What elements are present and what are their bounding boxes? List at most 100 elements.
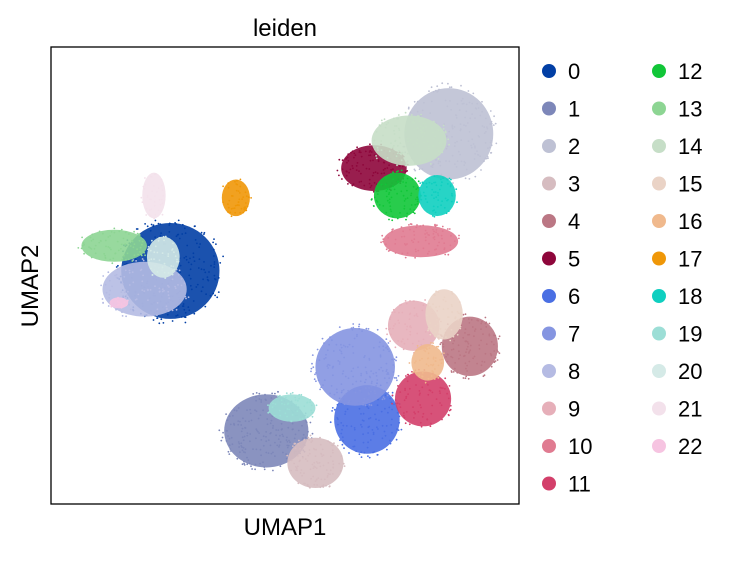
legend-item-22: 22 (652, 434, 702, 459)
cluster-4-point (482, 333, 484, 335)
cluster-1-point (279, 434, 281, 437)
cluster-8-point (161, 288, 164, 291)
cluster-12-point (393, 188, 396, 191)
cluster-0-point (156, 317, 159, 319)
cluster-12-point (388, 201, 391, 204)
cluster-18-point (446, 199, 448, 202)
cluster-1-point (272, 427, 274, 429)
cluster-16-point (421, 346, 423, 349)
cluster-10-point (432, 228, 434, 231)
cluster-2-point (448, 160, 451, 163)
cluster-14-point (422, 135, 424, 138)
cluster-21-point (153, 204, 156, 207)
cluster-14-point (404, 111, 407, 114)
cluster-12-point (415, 198, 417, 201)
cluster-19-point (285, 392, 288, 395)
cluster-11-point (447, 397, 450, 400)
cluster-10-point (424, 229, 427, 232)
cluster-6-point (362, 412, 365, 415)
cluster-4-point (464, 362, 467, 365)
cluster-15-point (452, 335, 455, 338)
cluster-6-point (343, 447, 345, 449)
cluster-1-point (230, 436, 233, 439)
cluster-5-point (345, 174, 348, 177)
cluster-9-point (415, 313, 418, 315)
cluster-12-point (396, 192, 398, 195)
cluster-10-point (458, 234, 460, 237)
cluster-2-point (465, 125, 467, 127)
cluster-0-point (177, 305, 180, 308)
cluster-7-point (341, 389, 343, 392)
cluster-7-point (385, 370, 388, 373)
cluster-16-point (433, 378, 436, 380)
cluster-11-point (403, 412, 405, 414)
cluster-7-point (350, 370, 353, 372)
cluster-2-point (431, 166, 434, 169)
cluster-4-point (450, 355, 452, 358)
cluster-1-point (218, 429, 221, 432)
cluster-7-point (326, 349, 329, 352)
legend-marker-4 (542, 214, 556, 228)
cluster-1-point (258, 392, 261, 395)
cluster-0-point (206, 276, 209, 278)
cluster-3-point (329, 473, 331, 476)
cluster-2-point (473, 158, 476, 160)
cluster-9-point (421, 309, 424, 312)
cluster-7-points (310, 323, 400, 407)
cluster-17-point (227, 206, 230, 209)
cluster-2-point (474, 117, 476, 119)
cluster-4-point (442, 343, 445, 346)
cluster-4-point (490, 341, 493, 343)
cluster-8-point (167, 310, 170, 312)
cluster-10-point (382, 238, 385, 241)
cluster-19-point (291, 391, 294, 394)
cluster-0-point (217, 291, 220, 293)
cluster-8-point (122, 294, 125, 297)
cluster-1-point (269, 432, 272, 435)
cluster-2-point (495, 142, 498, 145)
cluster-1-point (270, 419, 273, 422)
cluster-1-point (250, 465, 252, 468)
cluster-14-point (420, 113, 422, 116)
cluster-2-point (477, 154, 480, 156)
cluster-7-point (365, 327, 368, 330)
legend-item-0: 0 (542, 59, 580, 84)
cluster-10-point (391, 228, 394, 231)
cluster-1-point (254, 463, 257, 466)
cluster-7-point (368, 403, 371, 406)
cluster-21-point (150, 208, 153, 211)
cluster-14-point (399, 142, 402, 145)
cluster-0-point (168, 224, 171, 226)
cluster-5-point (350, 151, 352, 154)
cluster-6-point (358, 407, 361, 410)
cluster-20-point (153, 258, 155, 260)
cluster-12-point (411, 178, 414, 181)
cluster-4-point (483, 361, 486, 363)
cluster-0-point (213, 278, 216, 280)
cluster-2-point (486, 155, 489, 158)
cluster-8-point (171, 309, 174, 312)
cluster-0-point (195, 286, 198, 288)
cluster-1-point (255, 392, 258, 394)
cluster-3-point (336, 444, 339, 447)
cluster-4-point (484, 352, 487, 355)
cluster-0-point (185, 258, 188, 261)
cluster-2-point (451, 154, 454, 157)
legend-label-21: 21 (678, 397, 702, 422)
cluster-3-point (332, 460, 334, 463)
legend-label-1: 1 (568, 97, 580, 122)
cluster-5-point (351, 165, 354, 167)
cluster-8-point (125, 315, 127, 318)
cluster-16-point (432, 342, 434, 344)
cluster-10-point (422, 224, 425, 227)
cluster-7-point (392, 371, 395, 373)
cluster-13-points (77, 227, 147, 265)
cluster-7-point (317, 379, 320, 382)
cluster-10-point (437, 233, 439, 235)
cluster-6-point (377, 398, 379, 401)
cluster-10-point (406, 252, 409, 255)
cluster-1-point (222, 431, 225, 434)
cluster-1-point (260, 439, 263, 441)
cluster-18-point (438, 188, 441, 191)
cluster-0-point (184, 311, 187, 314)
